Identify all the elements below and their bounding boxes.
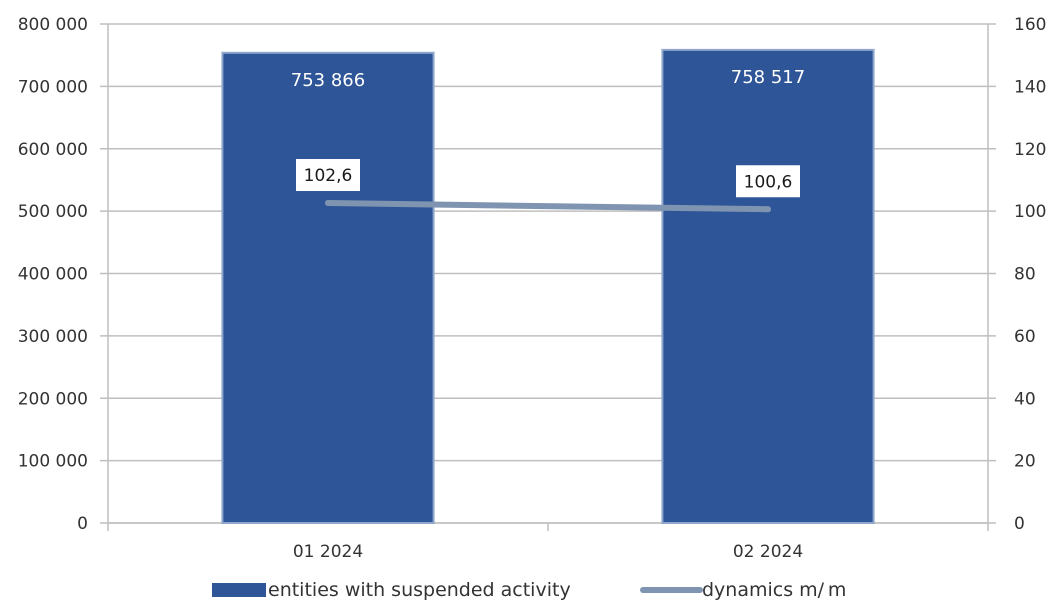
line-point bbox=[325, 200, 331, 206]
y-right-tick-label: 40 bbox=[1014, 389, 1036, 409]
y-left-tick-label: 100 000 bbox=[18, 452, 88, 472]
y-left-tick-label: 500 000 bbox=[18, 202, 88, 222]
bar-data-label: 753 866 bbox=[291, 70, 365, 91]
legend-line-label: dynamics m/ m bbox=[702, 579, 846, 601]
y-right-tick-label: 160 bbox=[1014, 15, 1046, 35]
y-left-tick-label: 400 000 bbox=[18, 265, 88, 285]
x-tick-label: 01 2024 bbox=[293, 542, 363, 562]
bar bbox=[222, 53, 433, 523]
y-right-tick-label: 60 bbox=[1014, 327, 1036, 347]
y-right-tick-label: 80 bbox=[1014, 265, 1036, 285]
y-right-tick-label: 120 bbox=[1014, 140, 1046, 160]
y-right-tick-label: 100 bbox=[1014, 202, 1046, 222]
line-data-label: 100,6 bbox=[744, 172, 793, 192]
x-tick-label: 02 2024 bbox=[733, 542, 803, 562]
line-data-label: 102,6 bbox=[304, 166, 353, 186]
y-left-tick-label: 700 000 bbox=[18, 77, 88, 97]
y-right-tick-label: 0 bbox=[1014, 514, 1025, 534]
bar-data-label: 758 517 bbox=[731, 67, 805, 88]
y-left-tick-label: 300 000 bbox=[18, 327, 88, 347]
y-left-tick-label: 200 000 bbox=[18, 389, 88, 409]
y-left-tick-label: 0 bbox=[77, 514, 88, 534]
bar bbox=[662, 50, 873, 523]
legend-bar-swatch bbox=[212, 583, 266, 597]
line-point bbox=[765, 206, 771, 212]
legend-bar-label: entities with suspended activity bbox=[268, 579, 571, 601]
y-left-tick-label: 800 000 bbox=[18, 15, 88, 35]
y-right-tick-label: 140 bbox=[1014, 77, 1046, 97]
y-left-tick-label: 600 000 bbox=[18, 140, 88, 160]
y-right-tick-label: 20 bbox=[1014, 452, 1036, 472]
